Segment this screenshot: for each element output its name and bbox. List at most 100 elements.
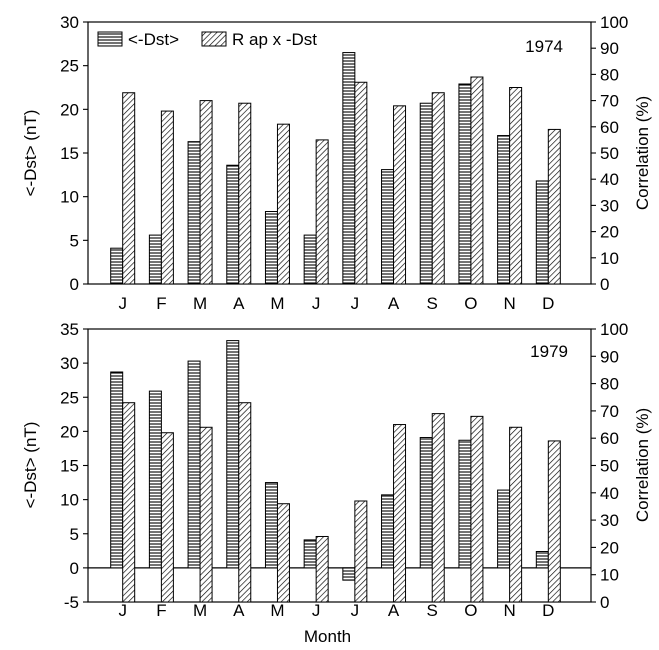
x-tick-label: S xyxy=(427,601,438,620)
left-tick-label: 10 xyxy=(60,188,79,207)
right-tick-label: 90 xyxy=(600,39,619,58)
bar-dst xyxy=(264,482,278,569)
bar-dst xyxy=(458,83,472,285)
bar-correlation xyxy=(509,426,523,603)
bar-dst xyxy=(419,102,433,285)
left-tick-label: 0 xyxy=(70,275,79,294)
bar-dst xyxy=(535,550,549,569)
bar-dst xyxy=(535,180,549,285)
bar-dst xyxy=(110,247,124,285)
left-tick-label: 20 xyxy=(60,422,79,441)
bar-correlation xyxy=(431,92,445,285)
right-tick-label: 40 xyxy=(600,170,619,189)
right-tick-label: 20 xyxy=(600,538,619,557)
right-tick-label: 60 xyxy=(600,429,619,448)
x-tick-label: J xyxy=(118,294,127,313)
bar-correlation xyxy=(276,123,290,285)
right-tick-label: 70 xyxy=(600,402,619,421)
x-tick-label: M xyxy=(193,294,207,313)
right-tick-label: 90 xyxy=(600,347,619,366)
right-tick-label: 50 xyxy=(600,457,619,476)
bar-dst xyxy=(381,494,395,569)
x-tick-label: J xyxy=(312,294,321,313)
right-tick-label: 30 xyxy=(600,511,619,530)
left-tick-label: 10 xyxy=(60,491,79,510)
legend-swatch-dst xyxy=(97,31,123,47)
bar-dst xyxy=(226,340,240,569)
bar-dst xyxy=(497,135,511,285)
legend-swatch-correlation xyxy=(201,31,227,47)
right-tick-label: 100 xyxy=(600,13,628,32)
x-tick-label: N xyxy=(503,601,515,620)
bar-dst xyxy=(342,52,356,285)
x-tick-label: O xyxy=(464,601,477,620)
x-tick-label: J xyxy=(312,601,321,620)
bar-correlation xyxy=(547,440,561,603)
right-tick-label: 60 xyxy=(600,118,619,137)
right-axis-title: Correlation (%) xyxy=(633,408,652,522)
right-tick-label: 80 xyxy=(600,375,619,394)
right-tick-label: 0 xyxy=(600,593,609,612)
bar-dst xyxy=(497,489,511,569)
right-axis-title: Correlation (%) xyxy=(633,96,652,210)
bar-correlation xyxy=(238,102,252,285)
bar-dst xyxy=(226,164,240,285)
bar-correlation xyxy=(122,92,136,285)
bar-dst xyxy=(187,360,201,569)
right-tick-label: 0 xyxy=(600,275,609,294)
year-label: 1974 xyxy=(525,37,563,56)
bar-correlation xyxy=(547,128,561,285)
bar-dst xyxy=(342,567,356,581)
year-label: 1979 xyxy=(530,342,568,361)
bar-dst xyxy=(419,437,433,569)
bar-dst xyxy=(458,439,472,569)
left-tick-label: 25 xyxy=(60,388,79,407)
left-tick-label: 15 xyxy=(60,144,79,163)
bar-dst xyxy=(148,390,162,569)
x-tick-label: A xyxy=(233,294,245,313)
bar-dst xyxy=(303,234,317,285)
bar-correlation xyxy=(160,432,174,603)
bar-correlation xyxy=(199,426,213,603)
left-tick-label: 35 xyxy=(60,320,79,339)
right-tick-label: 70 xyxy=(600,92,619,111)
bar-correlation xyxy=(470,76,484,285)
bar-dst xyxy=(110,371,124,569)
x-tick-label: F xyxy=(156,601,166,620)
bar-correlation xyxy=(315,535,329,603)
left-axis-title: <-Dst> (nT) xyxy=(21,422,40,509)
x-tick-label: N xyxy=(503,294,515,313)
bar-correlation xyxy=(354,81,368,285)
x-axis-title: Month xyxy=(304,627,351,645)
bar-correlation xyxy=(393,424,407,603)
chart-panel-1974: 0 5 10 15 20 25 30 0 10 20 30 40 50 60 70 80 90 100 J F M A M J… xyxy=(21,13,652,313)
right-tick-label: 30 xyxy=(600,196,619,215)
x-tick-label: M xyxy=(270,601,284,620)
left-tick-label: 5 xyxy=(70,525,79,544)
x-tick-label: A xyxy=(388,601,400,620)
x-tick-label: F xyxy=(156,294,166,313)
x-tick-label: J xyxy=(118,601,127,620)
left-tick-label: 20 xyxy=(60,100,79,119)
bar-correlation xyxy=(393,105,407,285)
left-axis-title: <-Dst> (nT) xyxy=(21,110,40,197)
x-tick-label: J xyxy=(351,294,360,313)
x-tick-label: A xyxy=(233,601,245,620)
left-tick-label: 5 xyxy=(70,231,79,250)
x-tick-label: S xyxy=(427,294,438,313)
chart-panel-1979: -5 0 5 10 15 20 25 30 35 0 10 20 30 40 50 60 70 80 90 100 J F… xyxy=(21,320,652,646)
bar-correlation xyxy=(276,503,290,603)
bar-correlation xyxy=(431,413,445,603)
bar-correlation xyxy=(238,402,252,603)
x-tick-label: O xyxy=(464,294,477,313)
x-tick-label: J xyxy=(351,601,360,620)
right-tick-label: 50 xyxy=(600,144,619,163)
x-tick-label: D xyxy=(542,294,554,313)
x-tick-label: M xyxy=(193,601,207,620)
right-tick-label: 10 xyxy=(600,249,619,268)
x-tick-label: D xyxy=(542,601,554,620)
bar-correlation xyxy=(509,87,523,285)
bar-correlation xyxy=(354,500,368,603)
